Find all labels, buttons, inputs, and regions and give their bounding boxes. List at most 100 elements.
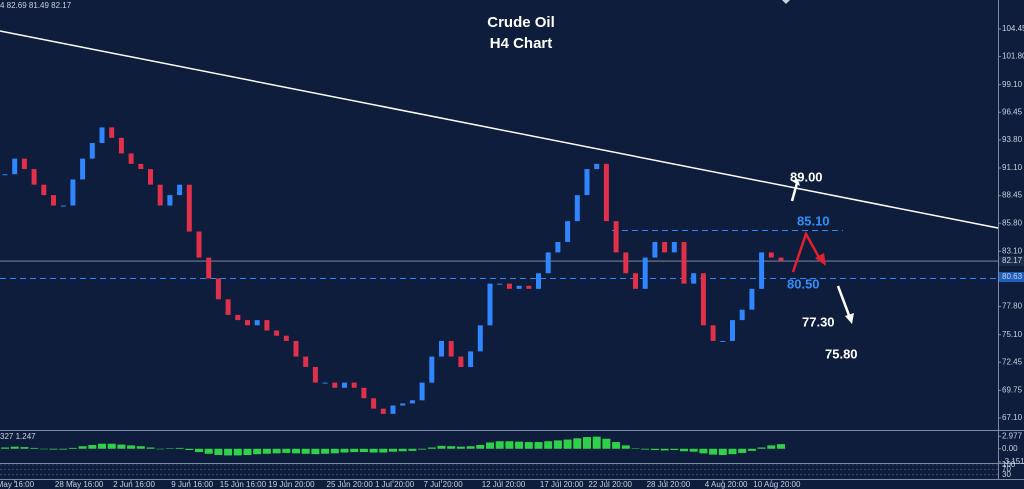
candle: [603, 163, 609, 222]
x-tick-label: 28 Jul 20:00: [647, 480, 691, 489]
y-tick-label: 2.977: [1002, 431, 1023, 440]
histogram-bar: [389, 448, 397, 452]
candle: [303, 356, 309, 367]
histogram-bar: [408, 448, 417, 451]
histogram-bar: [398, 448, 407, 452]
candle: [371, 398, 377, 409]
histogram-bar: [466, 446, 475, 449]
histogram-bar: [262, 448, 271, 454]
histogram-bar: [321, 448, 330, 454]
candle: [749, 288, 755, 310]
histogram-bar: [631, 448, 640, 449]
candle: [225, 299, 231, 315]
arrow-scenario: [791, 230, 823, 273]
histogram-bar: [641, 448, 650, 450]
candle: [574, 195, 580, 222]
price-tag-label: 80.63: [1002, 272, 1023, 281]
candle: [506, 283, 512, 289]
candle: [274, 330, 280, 336]
arrow-up: [790, 182, 799, 202]
candle: [662, 241, 668, 253]
candle: [322, 382, 328, 384]
histogram-bar: [292, 448, 300, 454]
histogram-bar: [592, 436, 601, 449]
histogram-bar: [573, 438, 582, 449]
histogram-bar: [127, 445, 136, 449]
candle: [70, 179, 76, 206]
histogram-bar: [777, 444, 785, 449]
histogram-bar: [486, 442, 494, 449]
candle: [565, 221, 571, 242]
y-tick-label: 83.10: [1002, 246, 1023, 255]
candle: [351, 382, 357, 388]
histogram-bar: [301, 448, 310, 454]
candle: [12, 158, 18, 175]
histogram-bar: [30, 447, 39, 449]
histogram-bar: [379, 448, 388, 453]
histogram-bar: [534, 442, 543, 449]
candle: [739, 309, 745, 321]
candle: [138, 163, 144, 170]
histogram-bar: [660, 448, 669, 451]
candle: [283, 335, 289, 341]
candle: [439, 340, 444, 357]
x-tick-label: 25 Jun 20:00: [327, 480, 374, 489]
candle: [148, 169, 153, 185]
histogram-bar: [699, 448, 708, 454]
candle: [681, 241, 687, 284]
y-tick-label: 91.10: [1002, 163, 1023, 172]
chart-subtitle: H4 Chart: [490, 35, 553, 52]
histogram-bar: [515, 441, 524, 449]
histogram-bar: [476, 444, 485, 449]
y-tick-label: 70: [1002, 464, 1011, 473]
candle: [652, 241, 658, 258]
indicator-header: 327 1.247: [0, 432, 36, 441]
candle: [206, 257, 212, 279]
candle: [80, 158, 86, 180]
candle: [477, 325, 483, 352]
y-tick-label: 96.45: [1002, 107, 1023, 116]
candle: [99, 127, 105, 144]
histogram-bar: [204, 448, 213, 454]
histogram-bar: [757, 447, 766, 449]
arrow-down: [836, 285, 852, 319]
level-label: 80.50: [787, 276, 820, 291]
histogram-bar: [359, 448, 368, 453]
candle: [623, 252, 629, 274]
candle: [60, 205, 66, 207]
candle: [710, 325, 716, 341]
y-tick-label: 67.10: [1002, 413, 1023, 422]
candle: [778, 257, 784, 261]
histogram-bar: [505, 441, 514, 449]
candle: [312, 366, 318, 383]
histogram-bar: [117, 444, 126, 449]
candle: [177, 184, 183, 196]
candle: [633, 273, 638, 289]
histogram-bar: [524, 442, 533, 449]
histogram-bar: [563, 439, 572, 449]
candle: [293, 340, 299, 357]
histogram-bar: [456, 446, 465, 449]
histogram-bar: [369, 448, 378, 453]
x-tick-label: 19 Jun 20:00: [268, 480, 315, 489]
histogram-bar: [146, 447, 155, 449]
y-tick-label: 0.00: [1002, 444, 1018, 453]
candle: [516, 285, 522, 289]
histogram-bar: [39, 448, 48, 450]
candle: [730, 320, 735, 341]
x-tick-label: 4 Aug 20:00: [705, 480, 748, 489]
candle: [380, 408, 386, 414]
histogram-bar: [418, 448, 427, 450]
histogram-bar: [214, 448, 223, 456]
histogram-bar: [612, 442, 621, 449]
histogram-bar: [495, 441, 504, 449]
target-label: 77.30: [802, 314, 835, 329]
candle: [361, 387, 367, 399]
histogram-bar: [330, 448, 339, 454]
candle: [89, 143, 95, 159]
candle: [245, 320, 250, 326]
histogram-bar: [670, 448, 679, 451]
histogram-bar: [156, 448, 165, 450]
y-tick-label: 93.80: [1002, 135, 1023, 144]
